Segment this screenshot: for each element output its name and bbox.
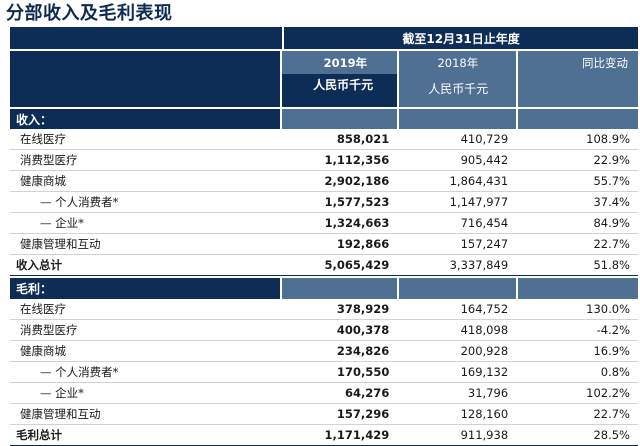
gross-profit-heading-row: 毛利：: [10, 278, 638, 299]
value-2019: 1,577,523: [324, 195, 390, 209]
unit-2019: 人民币千元: [282, 74, 398, 107]
row-label: 在线医疗: [20, 302, 66, 316]
section-fill: [518, 278, 638, 299]
table-row: 健康商城 234,826 200,928 16.9%: [10, 341, 638, 362]
value-2018: 200,928: [460, 344, 509, 358]
value-2019: 378,929: [336, 302, 390, 316]
value-change: 130.0%: [586, 302, 630, 316]
value-change: 0.8%: [600, 365, 630, 379]
header-blank-cell: [10, 74, 281, 107]
header-period: 截至12月31日止年度: [284, 27, 638, 49]
section-fill: [399, 278, 517, 299]
row-label-text: 个人消费者*: [55, 365, 119, 379]
value-change: -4.2%: [596, 323, 630, 337]
header-blank-cell: [10, 27, 283, 49]
value-2018: 157,247: [460, 237, 509, 251]
unit-2018: 人民币千元: [399, 74, 517, 107]
row-label: 在线医疗: [20, 132, 66, 146]
row-label: — 个人消费者*: [40, 365, 119, 379]
value-change: 102.2%: [586, 386, 630, 400]
unit-change-blank: [518, 74, 638, 107]
section-fill: [399, 109, 517, 129]
header-2018: 2018年: [399, 51, 517, 74]
row-label: — 企业*: [40, 386, 84, 400]
value-2019: 2,902,186: [324, 174, 390, 188]
gross-profit-total-row: 毛利总计 1,171,429 911,938 28.5%: [10, 425, 638, 446]
row-label-text: 企业*: [55, 216, 84, 230]
header-year-row: 2019年 2018年 同比变动: [10, 51, 638, 74]
header-change: 同比变动: [518, 51, 638, 74]
page-title: 分部收入及毛利表现: [6, 3, 173, 24]
value-change: 28.5%: [593, 428, 630, 442]
row-label: 收入总计: [16, 258, 62, 272]
table-row: — 企业* 64,276 31,796 102.2%: [10, 383, 638, 404]
value-change: 22.7%: [593, 407, 630, 421]
table-row: 消费型医疗 400,378 418,098 -4.2%: [10, 320, 638, 341]
row-label-text: 企业*: [55, 386, 84, 400]
value-2019: 1,171,429: [324, 428, 390, 442]
header-2019: 2019年: [282, 51, 398, 74]
header-blank-cell: [10, 51, 281, 74]
value-2019: 858,021: [336, 132, 390, 146]
value-change: 37.4%: [593, 195, 630, 209]
value-change: 51.8%: [593, 258, 630, 272]
value-change: 84.9%: [593, 216, 630, 230]
table-row: — 个人消费者* 1,577,523 1,147,977 37.4%: [10, 192, 638, 213]
row-label: 健康商城: [20, 344, 66, 358]
row-label: — 个人消费者*: [40, 195, 119, 209]
row-label: 健康管理和互动: [20, 237, 101, 251]
value-2018: 716,454: [460, 216, 509, 230]
table-row: 消费型医疗 1,112,356 905,442 22.9%: [10, 150, 638, 171]
value-2018: 1,864,431: [449, 174, 509, 188]
value-2018: 418,098: [460, 323, 509, 337]
table-row: 健康管理和互动 192,866 157,247 22.7%: [10, 234, 638, 255]
value-2019: 5,065,429: [324, 258, 390, 272]
value-2018: 169,132: [460, 365, 509, 379]
row-label: 消费型医疗: [20, 153, 78, 167]
value-2018: 164,752: [460, 302, 509, 316]
value-2019: 192,866: [336, 237, 390, 251]
value-2018: 1,147,977: [449, 195, 509, 209]
table-row: 在线医疗 858,021 410,729 108.9%: [10, 129, 638, 150]
table-row: 健康管理和互动 157,296 128,160 22.7%: [10, 404, 638, 425]
value-change: 16.9%: [593, 344, 630, 358]
value-2019: 400,378: [336, 323, 390, 337]
row-label: 健康商城: [20, 174, 66, 188]
value-2018: 128,160: [460, 407, 509, 421]
value-2019: 170,550: [336, 365, 390, 379]
row-label: 毛利总计: [16, 428, 62, 442]
table-row: 健康商城 2,902,186 1,864,431 55.7%: [10, 171, 638, 192]
section-fill: [282, 109, 398, 129]
row-label-text: 个人消费者*: [55, 195, 119, 209]
header-period-row: 截至12月31日止年度: [10, 27, 638, 49]
value-2019: 234,826: [336, 344, 390, 358]
revenue-heading-row: 收入：: [10, 109, 638, 129]
value-2018: 3,337,849: [449, 258, 509, 272]
table-row: — 企业* 1,324,663 716,454 84.9%: [10, 213, 638, 234]
value-change: 108.9%: [586, 132, 630, 146]
value-2019: 1,112,356: [324, 153, 390, 167]
gross-profit-heading: 毛利：: [10, 278, 281, 299]
value-2019: 157,296: [336, 407, 390, 421]
table-row: 在线医疗 378,929 164,752 130.0%: [10, 299, 638, 320]
value-change: 22.9%: [593, 153, 630, 167]
header-unit-row: 人民币千元 人民币千元: [10, 74, 638, 107]
value-change: 22.7%: [593, 237, 630, 251]
revenue-heading: 收入：: [10, 109, 281, 129]
section-fill: [518, 109, 638, 129]
section-fill: [282, 278, 398, 299]
row-label: 消费型医疗: [20, 323, 78, 337]
revenue-total-row: 收入总计 5,065,429 3,337,849 51.8%: [10, 255, 638, 276]
value-2018: 905,442: [460, 153, 509, 167]
value-2018: 410,729: [460, 132, 509, 146]
value-2018: 31,796: [467, 386, 509, 400]
value-2019: 64,276: [344, 386, 390, 400]
table-row: — 个人消费者* 170,550 169,132 0.8%: [10, 362, 638, 383]
row-label: 健康管理和互动: [20, 407, 101, 421]
segment-table: 截至12月31日止年度 2019年 2018年 同比变动 人民币千元 人民币千元…: [10, 27, 638, 446]
value-change: 55.7%: [593, 174, 630, 188]
value-2018: 911,938: [460, 428, 509, 442]
value-2019: 1,324,663: [324, 216, 390, 230]
row-label: — 企业*: [40, 216, 84, 230]
